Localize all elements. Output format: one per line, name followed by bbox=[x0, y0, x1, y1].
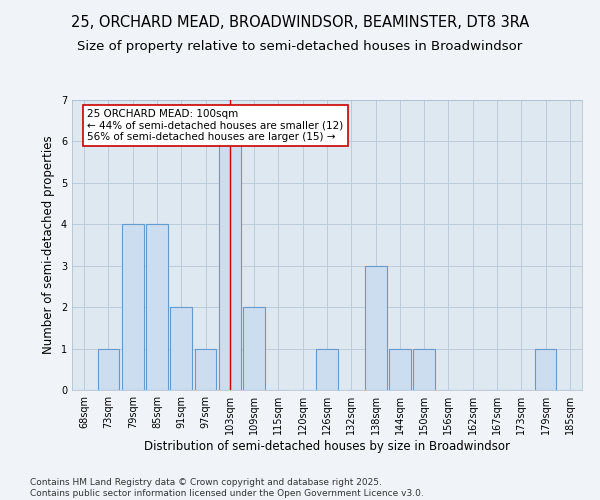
Bar bbox=[97, 348, 119, 390]
Text: Size of property relative to semi-detached houses in Broadwindsor: Size of property relative to semi-detach… bbox=[77, 40, 523, 53]
Bar bbox=[365, 266, 386, 390]
Bar bbox=[243, 307, 265, 390]
Bar bbox=[219, 142, 241, 390]
Bar bbox=[122, 224, 143, 390]
Text: 25 ORCHARD MEAD: 100sqm
← 44% of semi-detached houses are smaller (12)
56% of se: 25 ORCHARD MEAD: 100sqm ← 44% of semi-de… bbox=[88, 108, 344, 142]
Bar bbox=[146, 224, 168, 390]
Bar bbox=[194, 348, 217, 390]
Bar bbox=[389, 348, 411, 390]
Bar bbox=[535, 348, 556, 390]
Text: Contains HM Land Registry data © Crown copyright and database right 2025.
Contai: Contains HM Land Registry data © Crown c… bbox=[30, 478, 424, 498]
Bar bbox=[413, 348, 435, 390]
Y-axis label: Number of semi-detached properties: Number of semi-detached properties bbox=[43, 136, 55, 354]
Bar bbox=[170, 307, 192, 390]
Text: 25, ORCHARD MEAD, BROADWINDSOR, BEAMINSTER, DT8 3RA: 25, ORCHARD MEAD, BROADWINDSOR, BEAMINST… bbox=[71, 15, 529, 30]
X-axis label: Distribution of semi-detached houses by size in Broadwindsor: Distribution of semi-detached houses by … bbox=[144, 440, 510, 452]
Bar bbox=[316, 348, 338, 390]
